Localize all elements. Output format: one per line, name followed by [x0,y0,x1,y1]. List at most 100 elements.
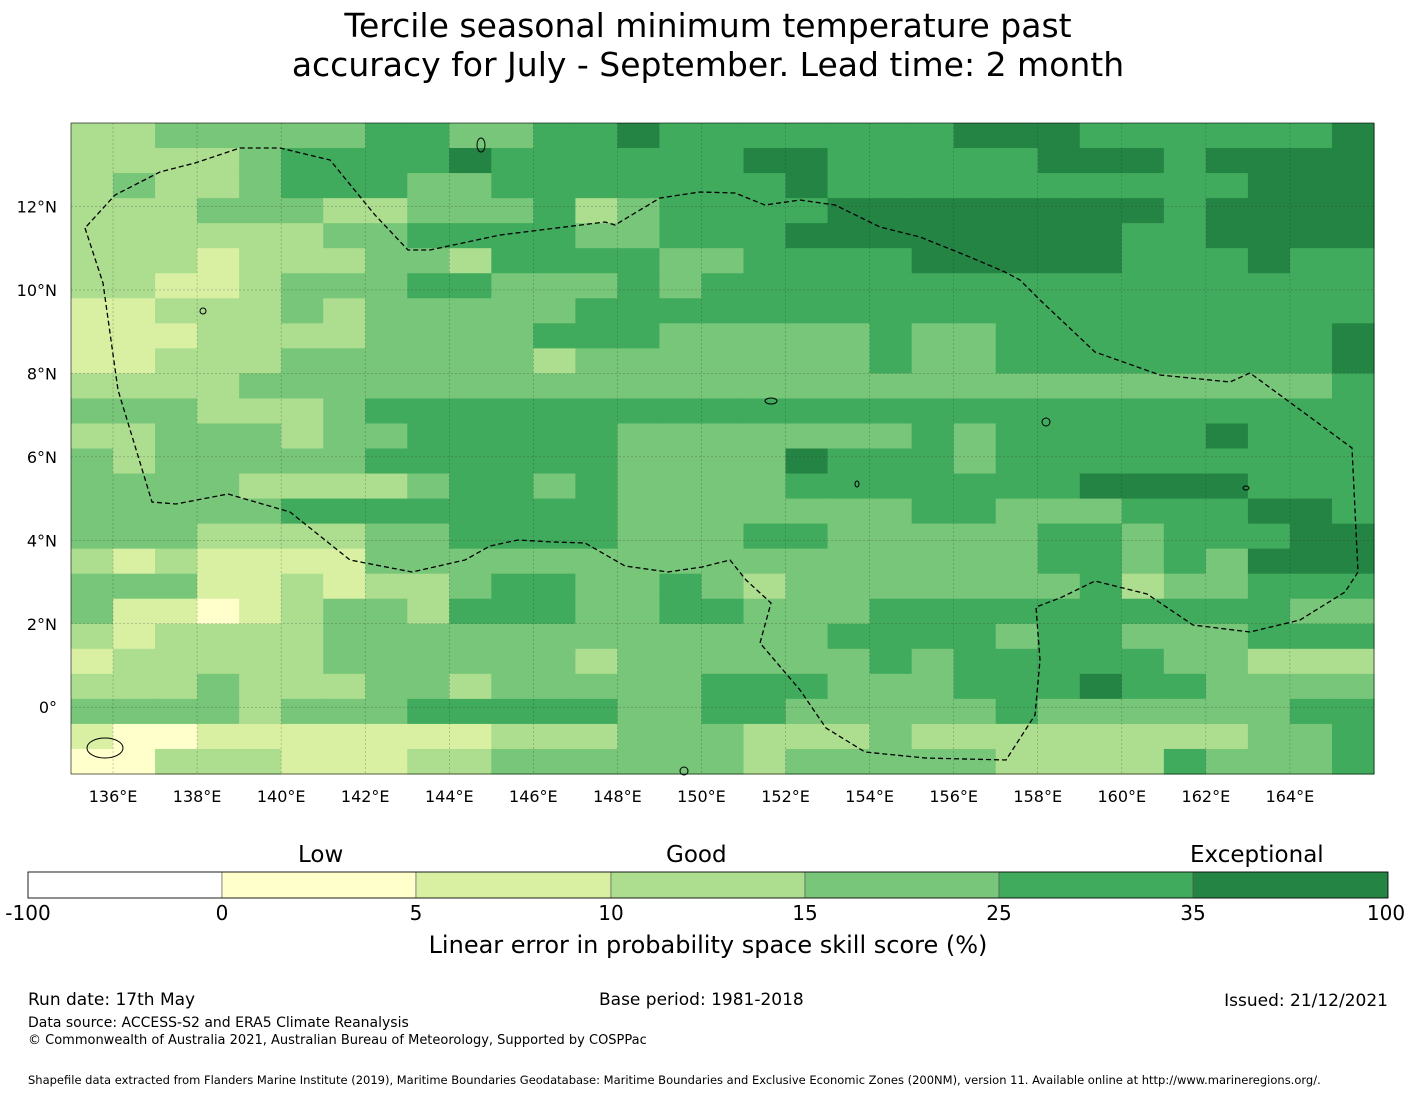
grid-cell [1205,598,1249,625]
grid-cell [197,173,240,199]
grid-cell [827,248,871,274]
grid-cell [953,473,997,500]
grid-cell [1037,373,1081,400]
grid-cell [827,473,871,500]
grid-cell [1121,248,1165,274]
grid-cell [1037,523,1081,550]
grid-cell [1289,523,1333,550]
grid-cell [743,448,787,475]
grid-cell [365,323,408,349]
grid-cell [785,598,829,625]
grid-cell [71,223,114,249]
grid-cell [575,323,619,349]
grid-cell [1331,573,1375,600]
longitude-tick-label: 138°E [173,787,222,806]
grid-cell [701,698,745,725]
grid-cell [701,298,745,324]
grid-cell [1331,123,1375,149]
grid-cell [1205,198,1249,224]
grid-cell [281,273,324,299]
grid-cell [575,648,619,675]
grid-cell [197,623,240,650]
grid-cell [785,273,829,299]
grid-cell [995,473,1039,500]
grid-cell [449,498,492,525]
grid-cell [533,448,576,475]
grid-cell [701,598,745,625]
grid-cell [659,723,703,750]
grid-cell [1247,273,1291,299]
grid-cell [701,348,745,374]
grid-cell [785,573,829,600]
grid-cell [911,723,955,750]
grid-cell [1289,248,1333,274]
grid-cell [71,248,114,274]
grid-cell [449,173,492,199]
grid-cell [71,348,114,374]
grid-cell [1247,348,1291,374]
longitude-tick-label: 148°E [593,787,642,806]
grid-cell [533,198,576,224]
grid-cell [785,623,829,650]
grid-cell [407,573,450,600]
grid-cell [281,648,324,675]
grid-cell [155,273,198,299]
grid-cell [575,373,619,400]
grid-cell [1289,448,1333,475]
grid-cell [1121,498,1165,525]
grid-cell [827,123,871,149]
grid-cell [995,123,1039,149]
grid-cell [1331,248,1375,274]
grid-cell [1163,248,1207,274]
grid-cell [1247,723,1291,750]
grid-cell [449,273,492,299]
grid-cell [491,673,534,700]
grid-cell [239,698,282,725]
grid-cell [659,623,703,650]
grid-cell [953,298,997,324]
grid-cell [1289,548,1333,575]
grid-cell [995,148,1039,174]
grid-cell [911,323,955,349]
grid-cell [449,648,492,675]
grid-cell [785,423,829,450]
grid-cell [1289,398,1333,425]
grid-cell [869,698,913,725]
grid-cell [1121,723,1165,750]
grid-cell [1079,373,1123,400]
colorbar-level: 35 [1180,901,1206,925]
grid-cell [365,623,408,650]
latitude-tick-label: 10°N [17,281,57,300]
grid-cell [1205,348,1249,374]
grid-cell [1331,348,1375,374]
grid-cell [239,198,282,224]
grid-cell [533,173,576,199]
grid-cell [365,698,408,725]
grid-cell [911,523,955,550]
grid-cell [323,398,366,425]
grid-cell [1247,673,1291,700]
grid-cell [239,748,282,775]
grid-cell [743,498,787,525]
grid-cell [827,448,871,475]
grid-cell [155,523,198,550]
grid-cell [533,398,576,425]
grid-cell [197,248,240,274]
grid-cell [449,198,492,224]
grid-cell [659,323,703,349]
grid-cell [869,348,913,374]
grid-cell [995,348,1039,374]
grid-cell [1037,198,1081,224]
longitude-tick-label: 144°E [425,787,474,806]
grid-cell [743,173,787,199]
grid-cell [365,498,408,525]
boundary-outline [84,147,1359,761]
grid-cell [281,198,324,224]
longitude-tick-label: 162°E [1182,787,1231,806]
grid-cell [1163,348,1207,374]
grid-cell [1163,523,1207,550]
latitude-tick-label: 6°N [27,448,57,467]
grid-cell [197,473,240,500]
latitude-tick-label: 4°N [27,531,57,550]
grid-cell [281,573,324,600]
